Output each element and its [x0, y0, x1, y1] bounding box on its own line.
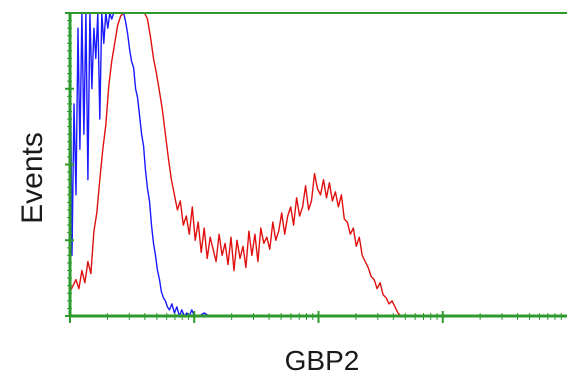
- x-axis-label: GBP2: [285, 345, 360, 375]
- y-axis-label: Events: [16, 132, 49, 224]
- y-axis-ticks: [65, 12, 74, 317]
- blue-series-line: [69, 12, 210, 317]
- x-axis-ticks: [69, 311, 562, 323]
- axes: [65, 12, 567, 323]
